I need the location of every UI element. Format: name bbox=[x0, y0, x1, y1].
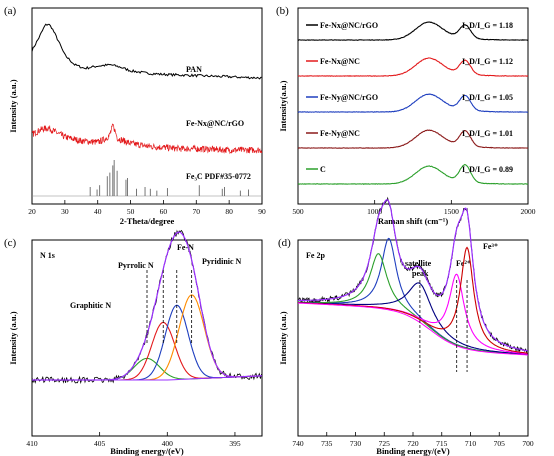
title-fe2p: Fe 2p bbox=[306, 251, 325, 260]
panel-d-ticklabel: 740 bbox=[292, 439, 304, 448]
label-fe3c-ref: Fe₃C PDF#35-0772 bbox=[186, 172, 251, 181]
panel-c-ticklabel: 405 bbox=[94, 439, 106, 448]
panel-label-d: (d) bbox=[278, 237, 291, 249]
panel-b-xlabel: Raman shift (cm⁻¹) bbox=[378, 216, 448, 226]
panel-a-ticklabel: 60 bbox=[160, 207, 168, 216]
panel-d-ticklabel: 705 bbox=[494, 439, 506, 448]
panel-a-ticklabel: 70 bbox=[193, 207, 201, 216]
label-fe3plus: Fe³⁺ bbox=[483, 242, 498, 251]
title-n1s: N 1s bbox=[40, 251, 55, 260]
panel-a-ylabel: Intensity (a.u.) bbox=[8, 79, 18, 132]
panel-b-ticklabel: 1000 bbox=[367, 207, 382, 216]
panel-d-ticklabel: 720 bbox=[407, 439, 419, 448]
panel-b-frame bbox=[297, 7, 529, 205]
series-raman-1-line bbox=[297, 57, 529, 77]
panel-d-ticklabel: 725 bbox=[379, 439, 391, 448]
ratio-label-raman-3: I_D/I_G = 1.01 bbox=[462, 129, 513, 138]
panel-label-b: (b) bbox=[276, 5, 289, 17]
ratio-label-raman-0: I_D/I_G = 1.18 bbox=[462, 21, 513, 30]
series-raman-3-line bbox=[297, 129, 529, 149]
series-fenx-rgo-line bbox=[31, 123, 263, 155]
series-raman-4-line bbox=[298, 163, 529, 186]
chart-marks: 20 30 40 50 60 70 80 90 500 1000 1500 2000 Fe-Nx@NC/… bbox=[26, 21, 535, 448]
panel-d-ticklabel: 735 bbox=[321, 439, 333, 448]
panel-c-xlabel: Binding energy/(eV) bbox=[110, 446, 184, 456]
ratio-label-raman-4: I_D/I_G = 0.89 bbox=[462, 165, 513, 174]
panel-c-ticklabel: 400 bbox=[162, 439, 174, 448]
panel-d-ylabel: Intensity (a.u.) bbox=[278, 311, 288, 364]
panel-d-ticklabel: 710 bbox=[465, 439, 477, 448]
ratio-label-raman-1: I_D/I_G = 1.12 bbox=[462, 57, 513, 66]
panel-b-ticklabel: 2000 bbox=[521, 207, 536, 216]
panel-a-ticklabel: 80 bbox=[225, 207, 233, 216]
panel-a-ticklabel: 90 bbox=[258, 207, 266, 216]
label-pan: PAN bbox=[186, 65, 202, 74]
peak-fe2p-2 bbox=[298, 282, 528, 355]
series-fe2p-envelope bbox=[298, 199, 528, 352]
panel-c-ylabel: Intensity (a.u.) bbox=[8, 311, 18, 364]
panel-a-frame bbox=[31, 7, 263, 205]
series-fe2p-background bbox=[297, 302, 529, 356]
legend-label-raman-0: Fe-Nx@NC/rGO bbox=[320, 21, 378, 30]
label-satellite-peak: peak bbox=[412, 269, 429, 278]
ratio-label-raman-2: I_D/I_G = 1.05 bbox=[462, 93, 513, 102]
label-fenx-rgo: Fe-Nx@NC/rGO bbox=[186, 119, 244, 128]
panel-a-xlabel: 2-Theta/degree bbox=[120, 216, 175, 226]
label-pyridinic-n: Pyridinic N bbox=[202, 257, 242, 266]
panel-a-ticklabel: 20 bbox=[28, 207, 36, 216]
panel-b-ticklabel: 500 bbox=[292, 207, 304, 216]
panel-c-frame bbox=[31, 239, 263, 437]
panel-b-ticklabel: 1500 bbox=[444, 207, 459, 216]
label-fe-n: Fe-N bbox=[177, 243, 194, 252]
legend-label-raman-2: Fe-Ny@NC/rGO bbox=[320, 93, 378, 102]
panel-a-ticklabel: 30 bbox=[61, 207, 69, 216]
peak-n1s-2 bbox=[32, 304, 261, 381]
panel-d-xlabel: Binding energy/(eV) bbox=[376, 446, 450, 456]
series-n1s-background bbox=[32, 375, 263, 381]
panel-d-ticklabel: 700 bbox=[522, 439, 534, 448]
panel-label-c: (c) bbox=[4, 237, 17, 249]
panel-b-ylabel: Intensity(a.u.) bbox=[278, 80, 288, 131]
peak-n1s-1 bbox=[32, 321, 261, 381]
legend-label-raman-4: C bbox=[320, 165, 326, 174]
legend-label-raman-3: Fe-Ny@NC bbox=[320, 129, 360, 138]
panel-a-ticklabel: 40 bbox=[94, 207, 102, 216]
panel-label-a: (a) bbox=[4, 5, 17, 17]
series-pan-line bbox=[31, 23, 263, 80]
label-pyrrolic-n: Pyrrolic N bbox=[118, 261, 154, 270]
panel-c-ticklabel: 395 bbox=[229, 439, 241, 448]
panel-c-ticklabel: 410 bbox=[26, 439, 38, 448]
legend-label-raman-1: Fe-Nx@NC bbox=[320, 57, 360, 66]
panel-d-ticklabel: 730 bbox=[350, 439, 362, 448]
label-graphitic-n: Graphitic N bbox=[70, 301, 111, 310]
panel-d-ticklabel: 715 bbox=[436, 439, 448, 448]
series-raman-0-line bbox=[297, 21, 529, 41]
series-raman-2-line bbox=[297, 93, 529, 113]
label-satellite: satellite bbox=[405, 259, 432, 268]
panel-a-ticklabel: 50 bbox=[127, 207, 135, 216]
